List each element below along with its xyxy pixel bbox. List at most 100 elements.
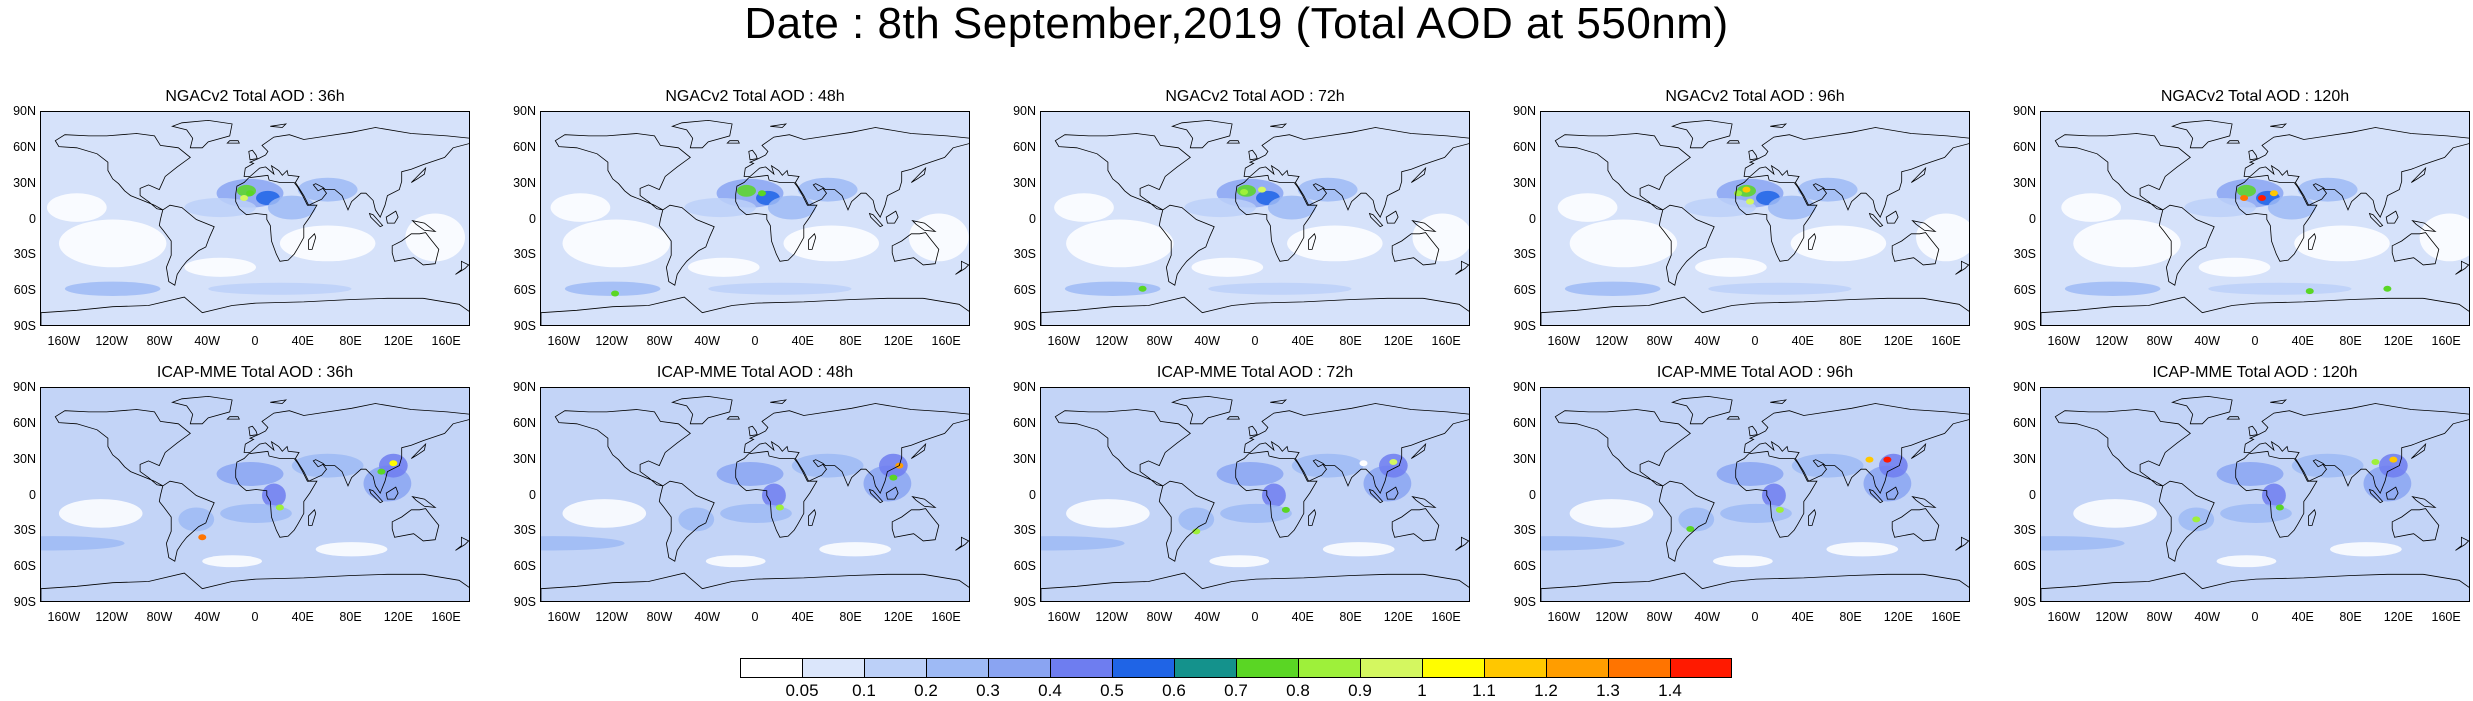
coastline-japan [411, 166, 427, 183]
coastline-eurasia [243, 127, 469, 218]
lat-tick-label: 30N [13, 175, 36, 190]
aod-plume [64, 281, 161, 296]
low-aod-area [2294, 225, 2390, 262]
coastline-africa [235, 450, 318, 538]
coastline-samerica [158, 204, 215, 286]
coastline-antarctica [541, 572, 969, 601]
lat-tick-label: 30S [1013, 247, 1036, 262]
low-aod-area [562, 219, 670, 268]
lat-tick-label: 90N [13, 104, 36, 118]
lon-tick-label: 80W [1646, 610, 1673, 624]
lat-tick-label: 60S [513, 559, 536, 574]
aod-plume [1879, 453, 1908, 478]
coastline-uk [2248, 149, 2258, 161]
aod-plume [220, 503, 292, 523]
lon-tick-label: 120W [95, 610, 128, 624]
world-map-svg [2041, 388, 2469, 601]
aod-plume [1064, 281, 1161, 296]
lat-tick-label: 60N [13, 415, 36, 430]
coastline-samerica [1158, 480, 1215, 562]
coastline-antarctica [1041, 296, 1469, 325]
colorbar-label: 0.2 [914, 681, 938, 700]
coastline-newguinea [2411, 496, 2437, 508]
low-aod-area [2073, 499, 2157, 528]
colorbar-swatch [802, 658, 864, 678]
lon-tick-label: 80E [1839, 334, 1862, 348]
lon-tick-label: 40W [1694, 334, 1721, 348]
coastline-sumatra [368, 488, 384, 504]
aod-plume [208, 282, 352, 295]
aod-plume [761, 483, 786, 508]
coastline-sumatra [368, 212, 384, 228]
lon-tick-label: 160E [1931, 334, 1961, 348]
colorbar-swatch [1546, 658, 1608, 678]
aod-plume [1267, 195, 1316, 220]
aod-map [540, 111, 970, 326]
world-map-svg [1041, 112, 1469, 325]
coastline-greenland [1671, 395, 1733, 425]
low-aod-area [1066, 219, 1174, 268]
colorbar-label: 0.5 [1100, 681, 1124, 700]
coastline-greenland [671, 395, 733, 425]
coastline-samerica [2158, 480, 2215, 562]
lat-tick-label: 60N [513, 139, 536, 154]
coastline-sumatra [1368, 212, 1384, 228]
aod-plume [708, 282, 852, 295]
aod-hotspot [1865, 456, 1874, 463]
aod-plume [541, 536, 625, 551]
lon-tick-label: 80E [339, 334, 362, 348]
aod-hotspot [198, 534, 207, 541]
lon-tick-label: 160E [931, 334, 961, 348]
aod-plume [1208, 282, 1352, 295]
coastline-africa [2235, 450, 2318, 538]
aod-plume [1761, 483, 1786, 508]
lon-tick-label: 0 [1751, 610, 1759, 624]
lon-tick-label: 40W [694, 334, 721, 348]
coastline-iceland [226, 140, 240, 144]
aod-plume [2220, 503, 2292, 523]
map-panel: ICAP-MME Total AOD : 120h 90N 60N 30N 0 30S 60… [2000, 364, 2473, 634]
lat-tick-label: 30S [1513, 247, 1536, 262]
colorbar-label: 1.1 [1472, 681, 1496, 700]
lon-tick-label: 40E [1791, 334, 1814, 348]
coastline-greenland [2171, 395, 2233, 425]
coastline-australia [891, 508, 940, 542]
coastline-namerica [1054, 133, 1191, 211]
coastline-borneo [385, 486, 399, 500]
aod-hotspot [889, 474, 898, 481]
colorbar-label: 1.4 [1658, 681, 1682, 700]
lon-tick-label: 40E [2291, 334, 2314, 348]
coastline-namerica [2054, 409, 2191, 487]
world-map-svg [41, 388, 469, 601]
map-panel: NGACv2 Total AOD : 36h 90N 60N 30N 0 30S 60S 90… [0, 88, 500, 358]
coastline-nz [1455, 260, 1469, 275]
low-aod-area [2198, 257, 2271, 277]
coastline-australia [1891, 508, 1940, 542]
aod-hotspot [377, 468, 386, 475]
lon-tick-label: 0 [2251, 334, 2259, 348]
lon-tick-label: 120E [383, 334, 413, 348]
coastline-iceland [2226, 140, 2240, 144]
aod-plume [879, 453, 908, 478]
lon-tick-label: 160E [431, 334, 461, 348]
lat-tick-label: 0 [529, 211, 536, 226]
coastline-namerica [1554, 409, 1691, 487]
aod-hotspot [246, 190, 255, 197]
lon-tick-label: 120W [1595, 334, 1628, 348]
aod-map [1540, 111, 1970, 326]
lon-tick-label: 160W [547, 334, 581, 348]
coastline-antarctica [1041, 572, 1469, 601]
aod-plume [716, 462, 784, 486]
coastline-uk [1748, 149, 1758, 161]
lat-tick-label: 0 [1029, 211, 1036, 226]
lon-tick-label: 0 [251, 334, 259, 348]
lon-tick-label: 40W [1194, 610, 1221, 624]
coastline-namerica [554, 409, 691, 487]
lat-tick-label: 30S [2013, 247, 2036, 262]
coastline-madagascar [808, 509, 817, 526]
lon-tick-label: 160W [547, 610, 581, 624]
lon-tick-label: 40E [791, 334, 814, 348]
aod-hotspot [611, 290, 620, 297]
coastline-australia [391, 508, 440, 542]
aod-hotspot [240, 195, 249, 201]
